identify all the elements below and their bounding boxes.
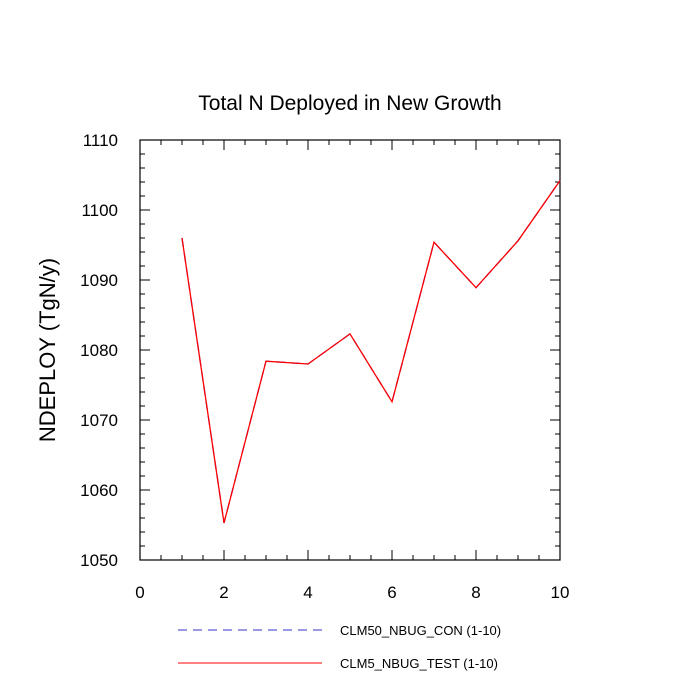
axis-tick-labels: 0 2 4 6 8 10 1050 1060 1070 1080 1090 1100 1110: [80, 131, 569, 602]
x-tick-label: 4: [303, 583, 312, 602]
y-tick-label: 1110: [83, 131, 118, 150]
legend-label-1: CLM50_NBUG_CON (1-10): [340, 623, 501, 638]
chart-title: Total N Deployed in New Growth: [198, 92, 501, 115]
y-tick-label: 1060: [80, 481, 118, 500]
legend-label-2: CLM5_NBUG_TEST (1-10): [340, 656, 498, 671]
x-tick-label: 10: [551, 583, 570, 602]
y-tick-label: 1080: [80, 341, 118, 360]
y-tick-label: 1070: [80, 411, 118, 430]
y-tick-label: 1050: [80, 551, 118, 570]
series-line-2: [181, 180, 561, 524]
x-tick-label: 0: [135, 583, 144, 602]
y-tick-label: 1090: [80, 271, 118, 290]
series-lines: [181, 180, 561, 524]
y-tick-label: 1100: [81, 201, 118, 220]
series-line-1: [181, 180, 561, 524]
legend: CLM50_NBUG_CON (1-10) CLM5_NBUG_TEST (1-1…: [178, 623, 501, 671]
plot-frame: [139, 139, 561, 561]
x-tick-label: 8: [471, 583, 480, 602]
y-axis-label: NDEPLOY (TgN/y): [35, 258, 60, 442]
x-tick-label: 6: [387, 583, 396, 602]
axis-ticks: [139, 139, 561, 561]
x-tick-label: 2: [219, 583, 228, 602]
